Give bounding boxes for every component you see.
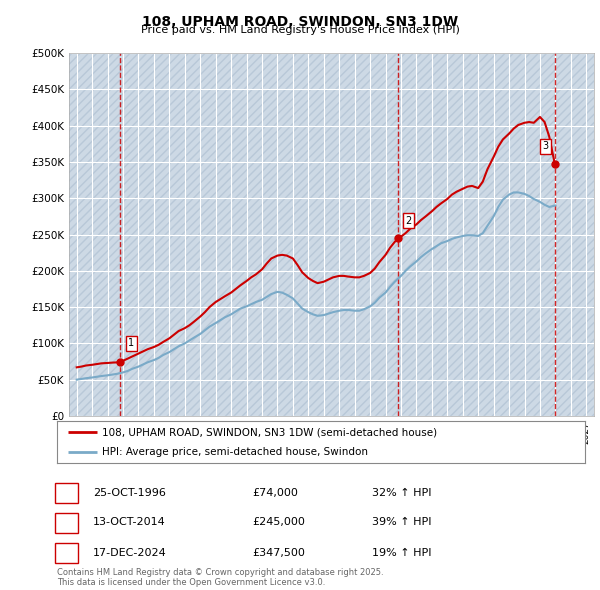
Text: 32% ↑ HPI: 32% ↑ HPI [372,488,431,497]
Text: 3: 3 [542,141,548,151]
Text: £74,000: £74,000 [252,488,298,497]
Text: 39% ↑ HPI: 39% ↑ HPI [372,517,431,527]
Text: 19% ↑ HPI: 19% ↑ HPI [372,548,431,558]
Text: HPI: Average price, semi-detached house, Swindon: HPI: Average price, semi-detached house,… [102,447,368,457]
Text: 3: 3 [63,548,70,558]
Text: 2: 2 [63,517,70,527]
Text: 108, UPHAM ROAD, SWINDON, SN3 1DW (semi-detached house): 108, UPHAM ROAD, SWINDON, SN3 1DW (semi-… [102,427,437,437]
Text: Price paid vs. HM Land Registry's House Price Index (HPI): Price paid vs. HM Land Registry's House … [140,25,460,35]
Text: 25-OCT-1996: 25-OCT-1996 [93,488,166,497]
Text: £245,000: £245,000 [252,517,305,527]
Text: 1: 1 [63,488,70,497]
Text: £347,500: £347,500 [252,548,305,558]
Text: 17-DEC-2024: 17-DEC-2024 [93,548,167,558]
Text: 13-OCT-2014: 13-OCT-2014 [93,517,166,527]
Text: 2: 2 [406,215,412,225]
Text: Contains HM Land Registry data © Crown copyright and database right 2025.
This d: Contains HM Land Registry data © Crown c… [57,568,383,587]
Text: 108, UPHAM ROAD, SWINDON, SN3 1DW: 108, UPHAM ROAD, SWINDON, SN3 1DW [142,15,458,29]
Text: 1: 1 [128,338,134,348]
